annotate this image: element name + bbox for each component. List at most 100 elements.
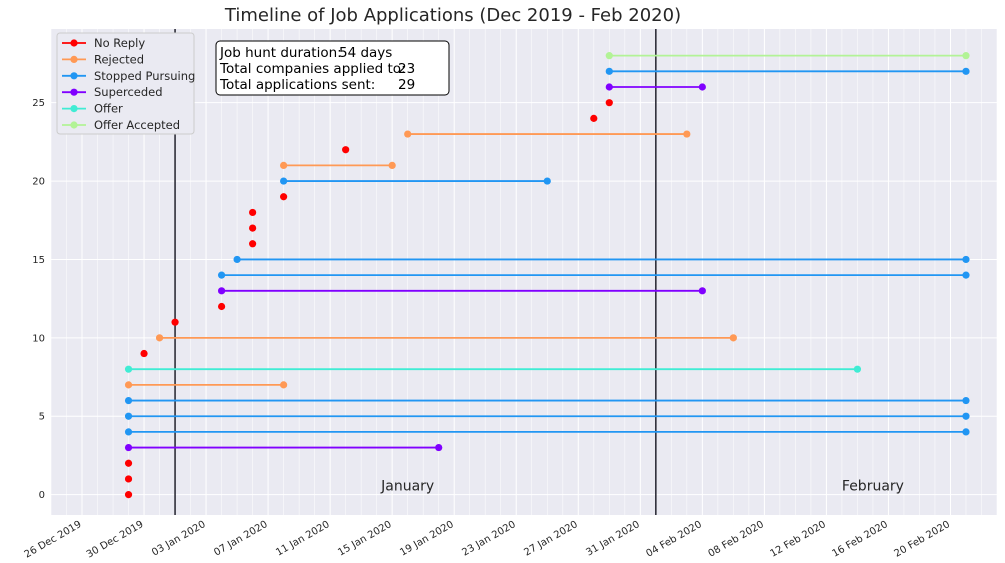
application-end-point	[962, 255, 970, 264]
application-start-point	[124, 428, 133, 436]
application-start-point	[124, 381, 133, 389]
plot-area	[51, 29, 997, 515]
application-series	[124, 52, 970, 499]
application-start-point	[280, 177, 288, 185]
x-tick-label: 23 Jan 2020	[460, 519, 517, 559]
application-start-point	[249, 224, 257, 232]
month-labels: January February	[380, 479, 904, 495]
y-tick-label: 10	[32, 333, 45, 344]
legend-label: Offer	[94, 102, 123, 116]
application-start-point	[605, 83, 613, 91]
month-label: January	[380, 479, 434, 495]
application-end-point	[683, 130, 691, 138]
legend-marker	[70, 88, 78, 96]
y-tick-label: 5	[39, 412, 45, 423]
application-end-point	[543, 177, 551, 185]
application-start-point	[124, 412, 133, 420]
legend-label: Offer Accepted	[94, 118, 180, 132]
stats-duration-label: Job hunt duration:	[219, 45, 342, 61]
x-tick-label: 12 Feb 2020	[768, 519, 827, 560]
application-start-point	[171, 318, 179, 326]
y-tick-label: 20	[32, 177, 45, 188]
application-end-point	[388, 161, 396, 169]
stats-companies-value: 23	[398, 61, 415, 77]
application-end-point	[435, 443, 443, 452]
x-axis-ticks: 26 Dec 2019 30 Dec 2019 03 Jan 2020 07 Jan …	[23, 519, 952, 560]
application-end-point	[962, 412, 970, 420]
application-start-point	[124, 491, 133, 499]
application-start-point	[124, 396, 133, 405]
y-tick-label: 0	[39, 490, 45, 501]
legend-marker	[70, 121, 78, 129]
application-start-point	[140, 349, 148, 358]
legend-item: No Reply	[62, 36, 145, 50]
application-start-point	[280, 193, 288, 201]
legend-marker	[70, 55, 78, 64]
y-axis-ticks: 0 5 10 15 20 25	[32, 98, 45, 501]
chart-title: Timeline of Job Applications (Dec 2019 -…	[224, 5, 681, 26]
legend-item: Offer	[62, 102, 123, 116]
x-tick-label: 07 Jan 2020	[212, 519, 269, 559]
x-tick-label: 08 Feb 2020	[706, 519, 765, 560]
application-start-point	[342, 146, 350, 154]
application-start-point	[217, 302, 226, 311]
application-end-point	[698, 83, 706, 91]
legend-label: Stopped Pursuing	[94, 69, 195, 83]
stats-duration-value: 54 days	[339, 45, 392, 61]
application-end-point	[698, 287, 706, 295]
legend-label: No Reply	[94, 36, 145, 50]
stats-companies-label: Total companies applied to:	[219, 61, 406, 77]
application-end-point	[962, 52, 970, 60]
application-end-point	[280, 381, 288, 389]
application-start-point	[605, 99, 613, 107]
legend-marker	[70, 105, 78, 113]
application-end-point	[729, 334, 737, 342]
x-tick-label: 27 Jan 2020	[522, 519, 579, 559]
x-tick-label: 16 Feb 2020	[831, 519, 890, 560]
x-tick-label: 15 Jan 2020	[336, 519, 393, 559]
application-start-point	[124, 365, 133, 373]
x-tick-label: 19 Jan 2020	[398, 519, 455, 559]
x-tick-label: 30 Dec 2019	[85, 519, 146, 560]
legend: No Reply Rejected Stopped Pursuing Superced…	[56, 32, 195, 135]
application-start-point	[155, 334, 164, 342]
application-end-point	[853, 365, 862, 373]
x-tick-label: 03 Jan 2020	[150, 519, 207, 559]
application-start-point	[124, 475, 133, 483]
x-tick-label: 20 Feb 2020	[893, 519, 952, 560]
month-label: February	[842, 479, 904, 495]
application-end-point	[962, 428, 970, 436]
application-start-point	[404, 130, 412, 138]
application-start-point	[217, 287, 226, 295]
application-start-point	[124, 443, 133, 452]
legend-box	[56, 32, 195, 135]
legend-marker	[70, 72, 78, 80]
legend-item: Superceded	[62, 85, 163, 99]
x-tick-label: 26 Dec 2019	[23, 519, 84, 560]
legend-label: Rejected	[94, 52, 144, 66]
application-start-point	[280, 161, 288, 169]
stats-box: Job hunt duration: 54 days Total compani…	[215, 40, 450, 96]
application-start-point	[605, 52, 613, 60]
application-end-point	[962, 271, 970, 279]
legend-item: Offer Accepted	[62, 118, 180, 132]
application-end-point	[962, 67, 970, 75]
application-end-point	[962, 396, 970, 405]
application-start-point	[590, 114, 598, 122]
legend-marker	[70, 39, 78, 47]
legend-item: Rejected	[62, 52, 144, 66]
x-tick-label: 11 Jan 2020	[274, 519, 331, 559]
application-start-point	[124, 459, 133, 467]
application-start-point	[249, 208, 257, 217]
x-tick-label: 31 Jan 2020	[584, 519, 641, 559]
application-start-point	[249, 240, 257, 248]
stats-applications-value: 29	[398, 77, 415, 93]
legend-label: Superceded	[94, 85, 163, 99]
stats-applications-label: Total applications sent:	[219, 77, 375, 93]
legend-item: Stopped Pursuing	[62, 69, 195, 83]
application-start-point	[605, 67, 613, 75]
stats-box-frame	[215, 40, 450, 96]
y-tick-label: 25	[32, 98, 45, 109]
